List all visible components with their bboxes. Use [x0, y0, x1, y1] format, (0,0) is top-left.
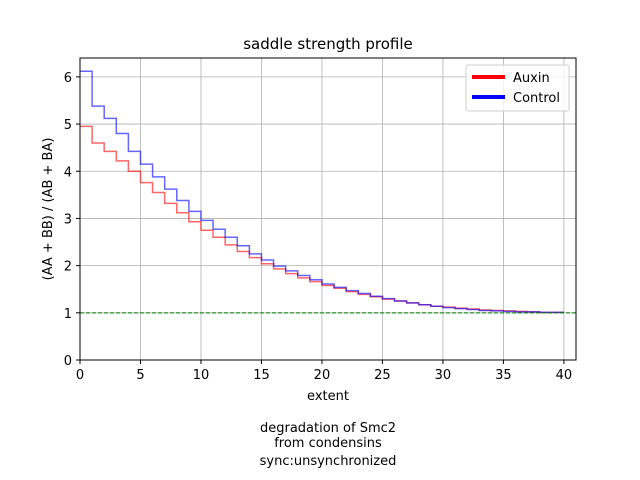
- x-tick-label: 15: [253, 368, 270, 383]
- x-tick-label: 35: [495, 368, 512, 383]
- y-tick-label: 1: [64, 307, 72, 322]
- x-tick-label: 30: [435, 368, 452, 383]
- y-tick-label: 0: [64, 354, 72, 369]
- series-layer: [80, 70, 564, 314]
- y-tick-label: 3: [64, 212, 72, 227]
- y-axis-label: (AA + BB) / (AB + BA): [41, 138, 56, 281]
- x-tick-label: 40: [556, 368, 573, 383]
- y-tick-label: 4: [64, 165, 72, 180]
- y-tick-label: 5: [64, 118, 72, 133]
- chart-title: saddle strength profile: [243, 35, 413, 53]
- x-tick-label: 10: [193, 368, 210, 383]
- x-tick-label: 25: [374, 368, 391, 383]
- x-axis-ticks: 0 5 10 15 20 25 30 35 40: [76, 360, 572, 383]
- x-axis-label: extent: [307, 389, 349, 404]
- series-line-control: [80, 70, 564, 314]
- y-tick-label: 2: [64, 260, 72, 275]
- plot-frame: [79, 57, 577, 361]
- x-tick-label: 0: [76, 368, 84, 383]
- legend-label-control: Control: [513, 91, 560, 106]
- y-tick-label: 6: [64, 71, 72, 86]
- legend-label-auxin: Auxin: [513, 71, 550, 86]
- caption-line-3: sync:unsynchronized: [260, 454, 397, 469]
- caption-line-2: from condensins: [274, 436, 382, 451]
- x-tick-label: 20: [314, 368, 331, 383]
- legend: Auxin Control: [465, 64, 570, 112]
- y-axis-ticks: 0 1 2 3 4 5 6: [64, 71, 80, 369]
- x-tick-label: 5: [136, 368, 144, 383]
- caption-line-1: degradation of Smc2: [260, 421, 396, 436]
